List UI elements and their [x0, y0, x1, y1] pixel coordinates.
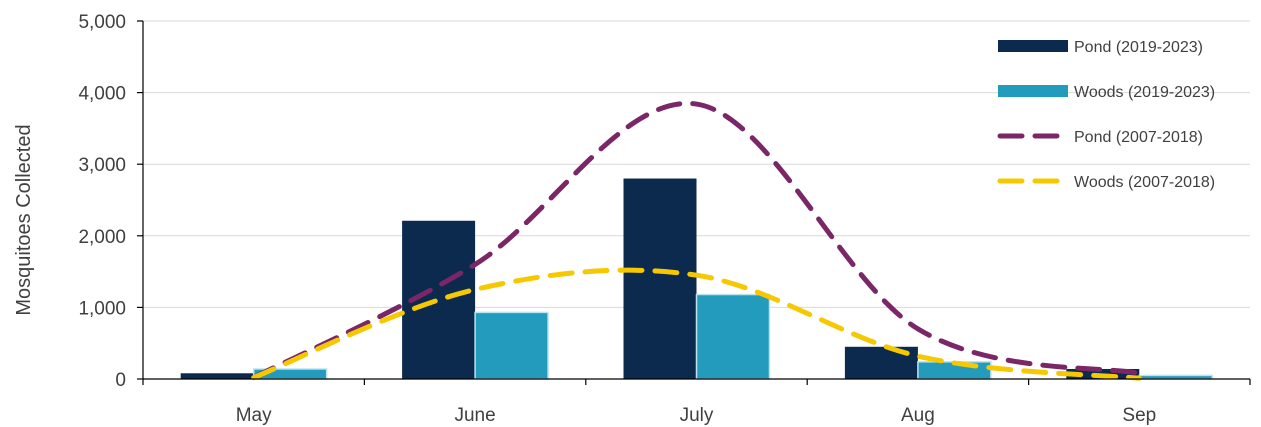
legend-label: Woods (2007-2018) — [1074, 174, 1215, 191]
legend-swatch — [998, 40, 1068, 52]
bar-woods-2019-2023--june — [474, 311, 549, 380]
x-tick-label: Sep — [1122, 405, 1156, 426]
x-tick-label: July — [680, 405, 714, 426]
x-tick-label: May — [236, 405, 272, 426]
bars — [180, 178, 1214, 380]
axes: 0 1,000 2,000 3,000 4,000 5,000 May June July Aug… — [78, 12, 1251, 426]
bar-pond-2019-2023--may — [180, 373, 254, 379]
legend-label: Pond (2019-2023) — [1074, 39, 1203, 56]
x-tick-label: June — [454, 405, 495, 426]
x-tick-label: Aug — [901, 405, 935, 426]
y-tick-label: 1,000 — [78, 298, 126, 319]
y-tick-label: 2,000 — [78, 227, 126, 248]
legend-label: Pond (2007-2018) — [1074, 129, 1203, 146]
legend-label: Woods (2019-2023) — [1074, 84, 1215, 101]
bar-pond-2019-2023--july — [623, 178, 697, 379]
y-axis-title: Mosquitoes Collected — [13, 124, 35, 315]
y-tick-label: 4,000 — [78, 84, 126, 105]
bar-woods-2019-2023--july — [695, 293, 771, 380]
legend-swatch — [998, 85, 1068, 97]
legend: Pond (2019-2023) Woods (2019-2023) Pond (2… — [997, 39, 1215, 191]
line-pond-2007-2018- — [251, 100, 1142, 381]
line-woods-2007-2018- — [251, 267, 1142, 381]
y-tick-label: 5,000 — [78, 12, 126, 33]
y-tick-label: 0 — [115, 370, 126, 391]
lines — [251, 100, 1142, 381]
y-tick-label: 3,000 — [78, 155, 126, 176]
